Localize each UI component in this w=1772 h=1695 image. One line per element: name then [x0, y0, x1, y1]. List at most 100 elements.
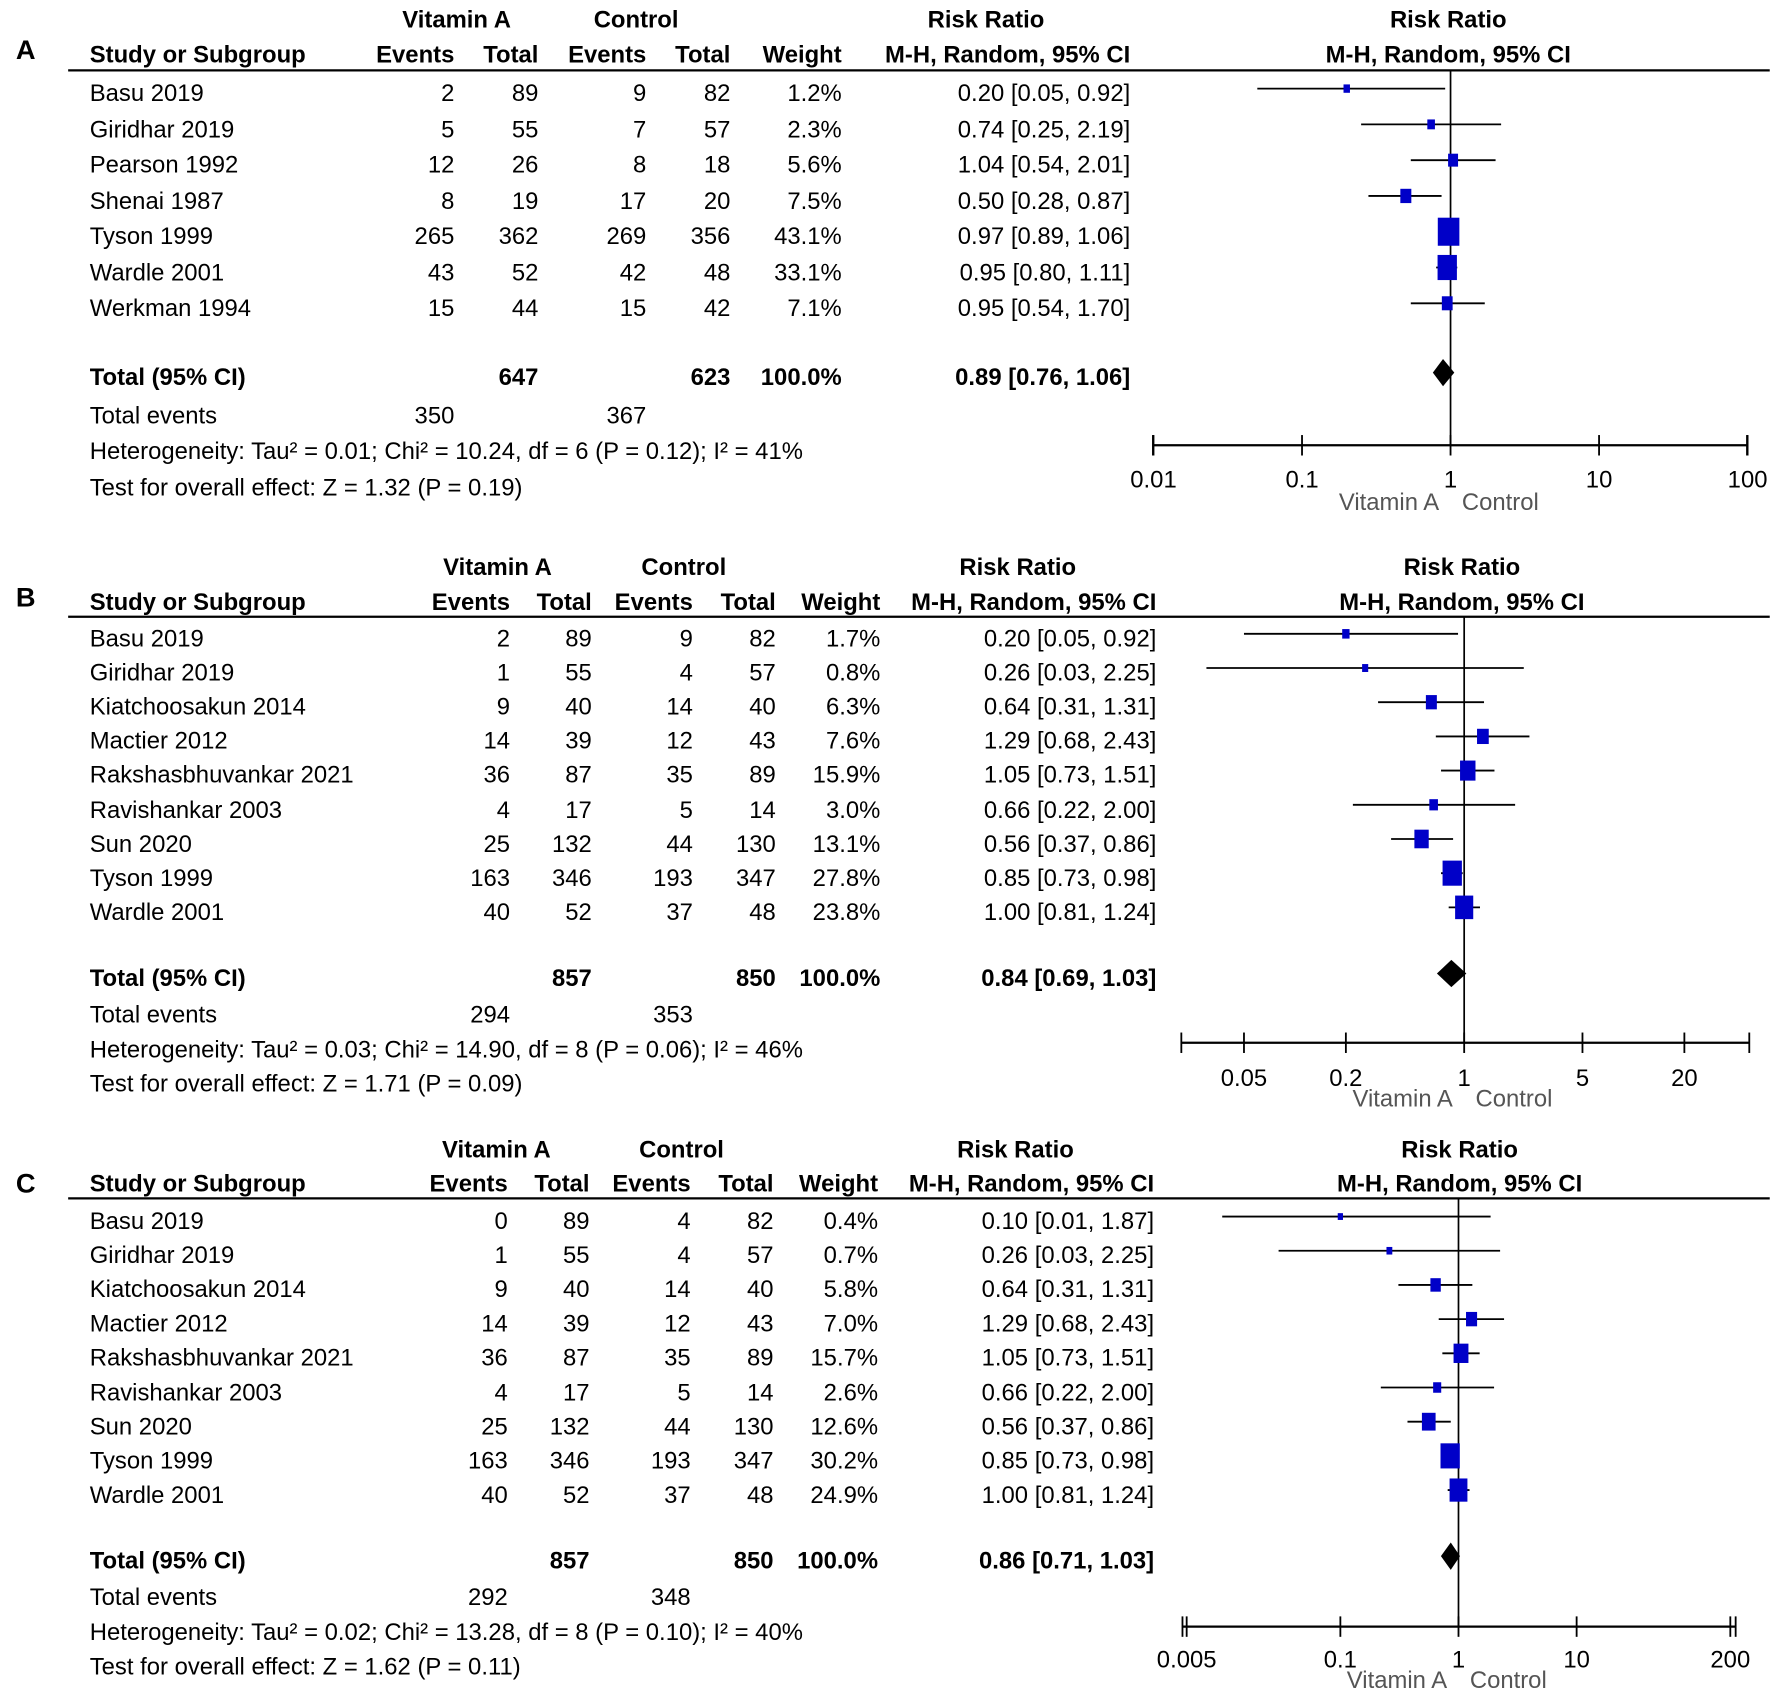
total-n-vitamin-a: 857	[551, 965, 592, 992]
header-total-1: Total	[534, 1171, 590, 1198]
total-risk-ratio-ci: 0.89 [0.76, 1.06]	[955, 364, 1131, 391]
total-vitamin-a: 52	[511, 259, 539, 286]
total-vitamin-a: 89	[511, 80, 539, 107]
header-plot-method: M-H, Random, 95% CI	[1325, 42, 1571, 69]
study-weight: 27.8%	[812, 865, 881, 892]
events-vitamin-a: 9	[494, 1276, 508, 1304]
total-vitamin-a: 44	[511, 295, 539, 322]
events-control: 37	[666, 899, 693, 926]
total-vitamin-a: 40	[565, 694, 592, 721]
header-plot-title: Risk Ratio	[1403, 554, 1521, 581]
heterogeneity-text: Heterogeneity: Tau² = 0.02; Chi² = 13.28…	[89, 1619, 803, 1646]
study-weight: 2.3%	[787, 116, 842, 143]
total-control: 20	[703, 187, 731, 215]
total-vitamin-a: 52	[565, 899, 592, 926]
study-name: Mactier 2012	[89, 1311, 228, 1338]
study-name: Ravishankar 2003	[89, 1379, 283, 1406]
panel-label: A	[15, 35, 36, 66]
events-vitamin-a: 0	[494, 1208, 508, 1235]
study-square	[1448, 153, 1459, 167]
study-name: Giridhar 2019	[89, 1242, 235, 1269]
study-square	[1429, 799, 1438, 811]
study-square	[1453, 1343, 1469, 1363]
events-control: 7	[633, 116, 647, 143]
study-square	[1455, 895, 1474, 920]
header-effect: Risk Ratio	[957, 1137, 1074, 1164]
total-control: 89	[749, 762, 776, 789]
total-control: 57	[703, 116, 731, 143]
events-vitamin-a: 43	[427, 259, 455, 286]
study-name: Shenai 1987	[89, 187, 224, 215]
events-control: 44	[664, 1413, 691, 1440]
events-vitamin-a: 14	[481, 1311, 508, 1338]
total-control: 82	[703, 80, 731, 107]
total-vitamin-a: 19	[511, 187, 539, 215]
total-control: 48	[703, 259, 731, 286]
study-square	[1414, 829, 1429, 849]
study-risk-ratio-ci: 0.85 [0.73, 0.98]	[983, 865, 1157, 892]
total-control: 14	[747, 1379, 774, 1406]
study-name: Wardle 2001	[89, 899, 225, 926]
header-group2: Control	[641, 554, 727, 581]
header-method: M-H, Random, 95% CI	[908, 1171, 1155, 1198]
total-events-vitamin-a: 350	[414, 403, 455, 430]
study-weight: 24.9%	[810, 1482, 879, 1509]
study-square	[1437, 217, 1460, 246]
study-square	[1362, 664, 1369, 672]
header-weight: Weight	[762, 42, 842, 69]
study-square	[1386, 1246, 1393, 1255]
study-square	[1442, 860, 1462, 886]
panel-label: C	[15, 1168, 36, 1200]
study-weight: 7.1%	[787, 295, 842, 322]
events-control: 12	[664, 1311, 691, 1338]
events-control: 193	[653, 865, 693, 892]
total-n-control: 850	[733, 1548, 774, 1575]
header-plot-method: M-H, Random, 95% CI	[1339, 589, 1585, 616]
study-weight: 1.7%	[825, 625, 881, 653]
study-square	[1441, 296, 1453, 311]
events-vitamin-a: 40	[481, 1482, 508, 1509]
total-n-vitamin-a: 647	[498, 364, 539, 391]
total-vitamin-a: 17	[562, 1379, 590, 1406]
favours-right-label: Control	[1475, 1085, 1553, 1113]
header-method: M-H, Random, 95% CI	[911, 589, 1157, 616]
study-square	[1427, 119, 1435, 130]
study-square	[1430, 1278, 1441, 1292]
total-weight: 100.0%	[760, 364, 842, 391]
total-control: 48	[747, 1482, 774, 1509]
study-risk-ratio-ci: 0.97 [0.89, 1.06]	[957, 223, 1131, 250]
study-square	[1477, 728, 1489, 745]
study-weight: 6.3%	[825, 694, 881, 721]
events-control: 35	[664, 1345, 691, 1372]
header-total-1: Total	[483, 42, 539, 69]
study-square	[1400, 188, 1412, 204]
events-vitamin-a: 163	[470, 865, 511, 892]
header-weight: Weight	[801, 589, 881, 616]
header-plot-title: Risk Ratio	[1401, 1137, 1518, 1164]
study-name: Kiatchoosakun 2014	[89, 1276, 306, 1304]
events-control: 12	[666, 728, 693, 755]
study-weight: 30.2%	[810, 1447, 879, 1475]
study-risk-ratio-ci: 0.50 [0.28, 0.87]	[957, 187, 1131, 215]
study-square	[1460, 760, 1476, 781]
overall-effect-text: Test for overall effect: Z = 1.62 (P = 0…	[89, 1653, 521, 1680]
header-effect: Risk Ratio	[959, 554, 1077, 581]
total-control: 18	[703, 152, 731, 179]
total-vitamin-a: 55	[565, 660, 592, 687]
x-tick-label: 20	[1671, 1065, 1698, 1092]
study-name: Basu 2019	[89, 625, 204, 653]
x-tick-label: 100	[1727, 466, 1768, 493]
total-events-label: Total events	[89, 1001, 218, 1028]
total-control: 347	[733, 1447, 774, 1475]
total-vitamin-a: 89	[562, 1208, 590, 1235]
events-vitamin-a: 8	[441, 187, 455, 215]
study-risk-ratio-ci: 0.20 [0.05, 0.92]	[957, 80, 1131, 107]
pooled-diamond	[1436, 959, 1467, 988]
total-control: 43	[749, 728, 776, 755]
events-vitamin-a: 1	[496, 660, 511, 687]
events-control: 15	[619, 295, 647, 322]
events-vitamin-a: 36	[481, 1345, 508, 1372]
study-risk-ratio-ci: 1.29 [0.68, 2.43]	[983, 728, 1157, 755]
study-risk-ratio-ci: 1.05 [0.73, 1.51]	[981, 1345, 1155, 1372]
total-vitamin-a: 55	[562, 1242, 590, 1269]
